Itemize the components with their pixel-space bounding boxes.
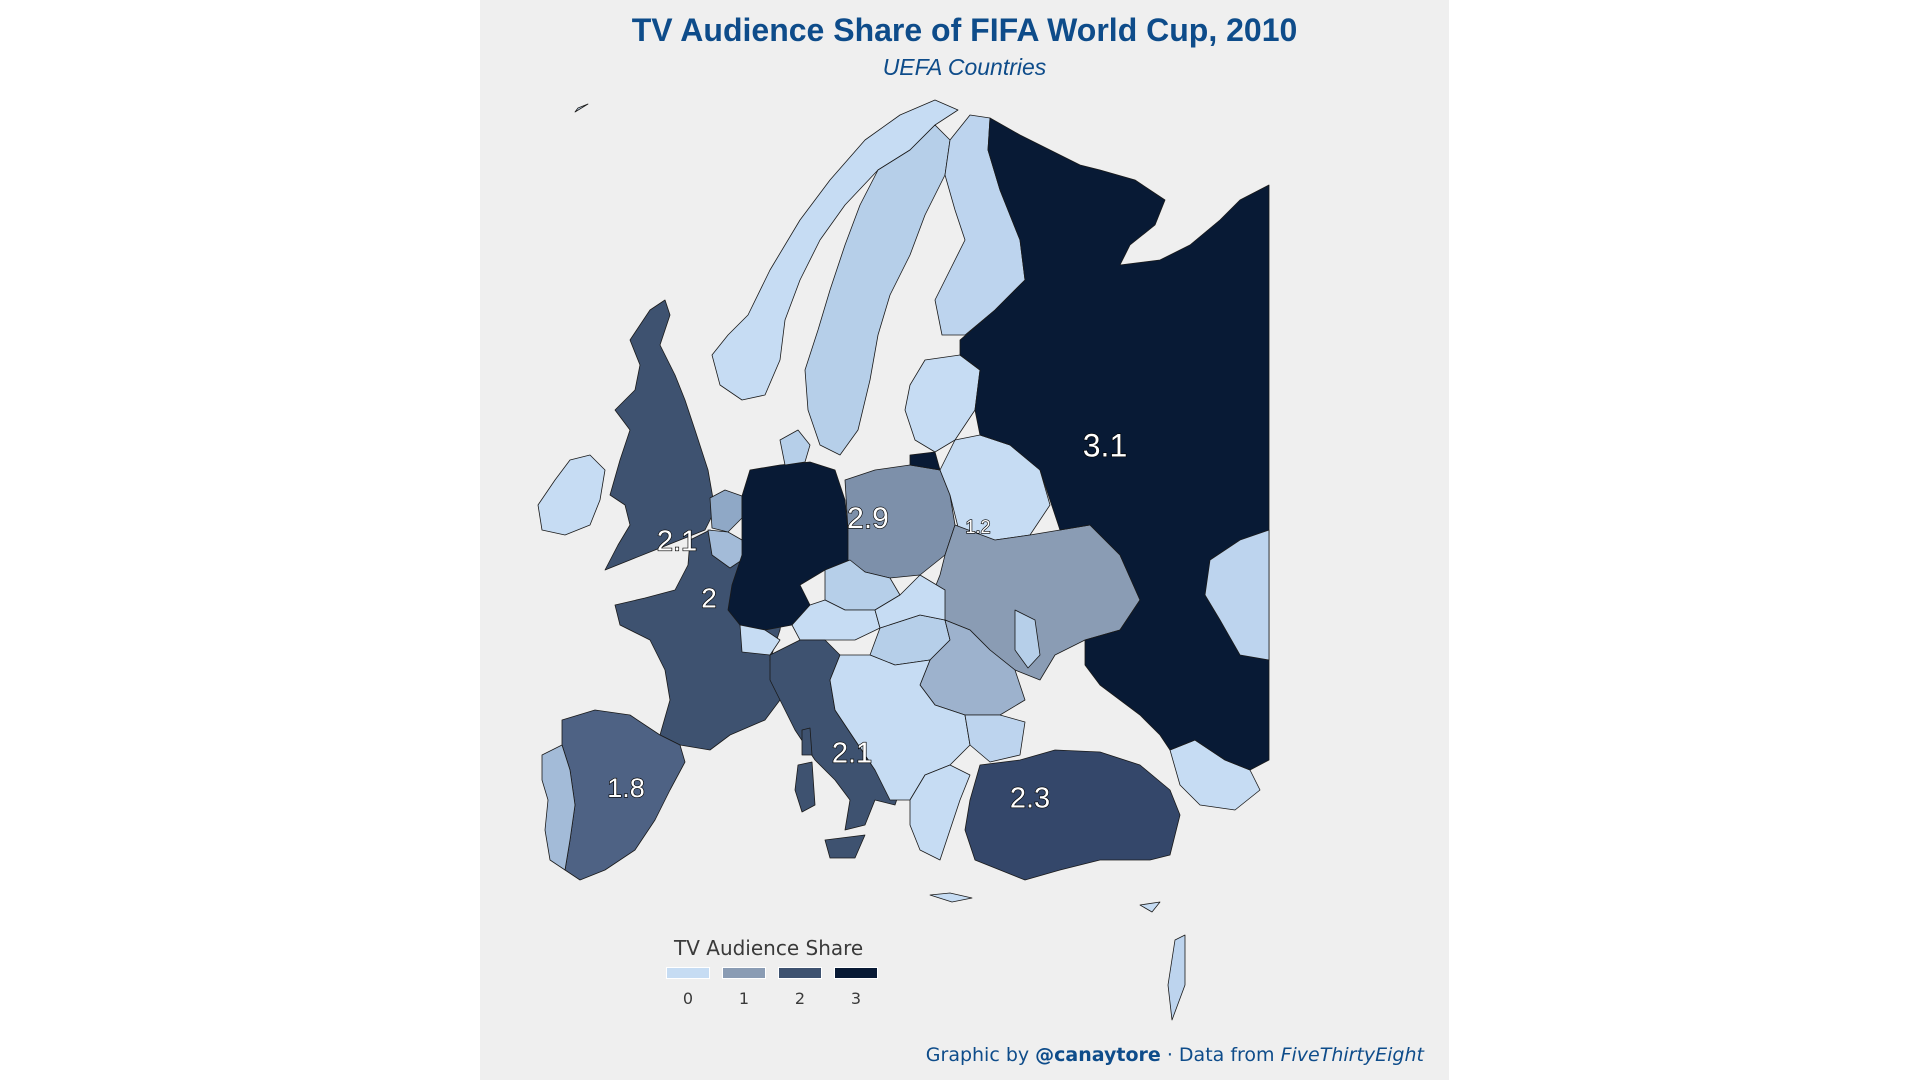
chart-title: TV Audience Share of FIFA World Cup, 201…	[631, 12, 1298, 48]
legend-swatch-3	[834, 967, 878, 979]
legend-tick-3: 3	[850, 989, 862, 1008]
value-label-italy: 2.1	[832, 738, 872, 770]
value-label-russia: 3.1	[1083, 427, 1127, 463]
region-slovakia	[874, 574, 946, 629]
value-label-germany: 2.9	[847, 502, 889, 535]
region-cyprus	[1139, 901, 1161, 913]
caption-separator: · Data from	[1160, 1044, 1281, 1066]
value-label-united-kingdom: 2.1	[657, 526, 697, 558]
region-iceland	[574, 103, 589, 113]
legend-swatch-2	[778, 967, 822, 979]
legend-tick-0: 0	[682, 989, 694, 1008]
region-crete	[929, 892, 973, 903]
region-israel	[1167, 934, 1186, 1021]
region-moldova	[1014, 609, 1041, 669]
value-label-spain: 1.8	[607, 773, 645, 803]
caption-handle: @canaytore	[1035, 1044, 1161, 1066]
region-united-kingdom	[604, 299, 716, 571]
region-ireland	[537, 454, 606, 536]
value-label-poland: 1.2	[965, 517, 990, 537]
legend-swatch-0	[666, 967, 710, 979]
region-netherlands	[709, 489, 743, 533]
region-switzerland	[739, 624, 781, 656]
region-turkey	[964, 749, 1181, 881]
caption-source: FiveThirtyEight	[1280, 1044, 1424, 1066]
legend-tick-1: 1	[738, 989, 750, 1008]
region-greece	[909, 764, 971, 861]
legend-tick-2: 2	[794, 989, 806, 1008]
region-portugal	[541, 744, 576, 871]
region-sardinia	[794, 761, 816, 813]
region-corsica	[801, 727, 813, 756]
region-sicily	[824, 834, 866, 859]
chart-subtitle: UEFA Countries	[882, 54, 1047, 80]
region-norway	[711, 99, 959, 401]
region-denmark	[779, 429, 811, 466]
map-panel: TV Audience Share of FIFA World Cup, 201…	[480, 0, 1449, 1080]
europe-map: 3.1 2.9 2.3 2.1 2.1 2 1.8 1.2	[537, 99, 1270, 1021]
region-kazakhstan	[1204, 529, 1270, 661]
region-belarus	[939, 434, 1051, 541]
region-bulgaria	[964, 714, 1026, 763]
region-russia	[959, 117, 1270, 771]
caption: Graphic by @canaytore · Data from FiveTh…	[926, 1044, 1424, 1066]
value-label-turkey: 2.3	[1010, 783, 1050, 815]
legend-title: TV Audience Share	[674, 936, 864, 960]
value-label-france: 2	[701, 582, 717, 613]
legend-swatch-1	[722, 967, 766, 979]
value-labels: 3.1 2.9 2.3 2.1 2.1 2 1.8 1.2	[607, 427, 1128, 816]
caption-prefix: Graphic by	[925, 1044, 1036, 1066]
